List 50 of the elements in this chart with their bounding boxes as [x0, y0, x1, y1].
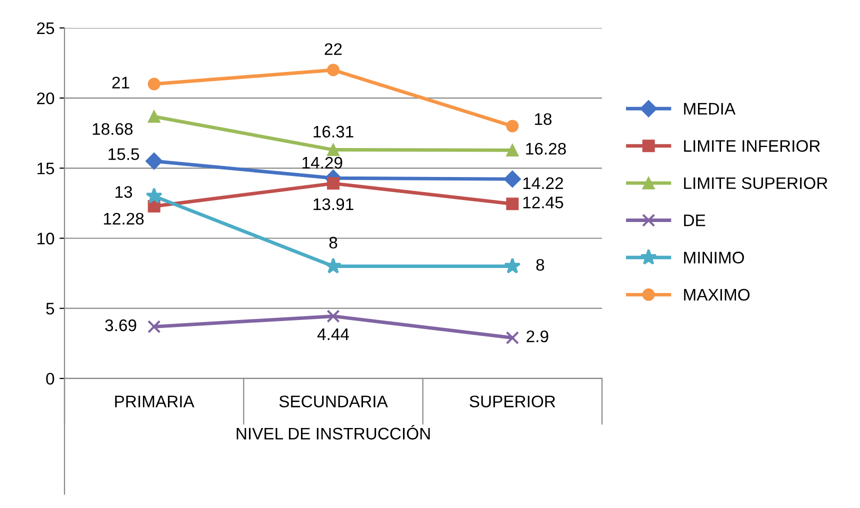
data-label: 16.28 [526, 142, 566, 155]
data-label: 13.91 [314, 198, 354, 210]
data-label: 2.9 [526, 330, 548, 342]
data-label: 12.45 [523, 196, 564, 208]
legend-label: LIMITE INFERIOR [684, 140, 820, 152]
point [327, 64, 340, 76]
x-tick-label: SECUNDARIA [279, 396, 388, 408]
data-label: 16.31 [314, 126, 354, 138]
point [326, 310, 340, 323]
point [506, 120, 519, 132]
data-label: 12.28 [104, 212, 144, 225]
data-label: 4.44 [317, 328, 349, 340]
point [506, 331, 520, 344]
y-tick-label: 10 [38, 232, 54, 244]
data-label: 14.29 [302, 156, 342, 169]
x-tick-label: PRIMARIA [115, 396, 194, 408]
x-tick-label: SUPERIOR [470, 396, 556, 408]
data-label: 14.22 [523, 177, 563, 189]
point [147, 320, 161, 334]
legend-label: MAXIMO [684, 288, 750, 301]
y-tick-label: 20 [37, 92, 54, 104]
data-label: 18.68 [92, 123, 133, 135]
legend-label: LIMITE SUPERIOR [684, 177, 828, 190]
data-label: 15.5 [108, 148, 140, 160]
point [506, 144, 519, 156]
point [148, 78, 160, 90]
data-label: 21 [112, 76, 130, 88]
point [506, 198, 519, 210]
y-tick-label: 25 [37, 22, 54, 34]
point [146, 188, 162, 204]
data-label: 8 [329, 236, 338, 249]
point [504, 258, 521, 274]
data-label: 18 [534, 113, 552, 126]
legend-label: MEDIA [684, 103, 736, 114]
legend-label: MINIMO [684, 252, 744, 264]
point [327, 177, 340, 190]
point [146, 152, 163, 170]
point [324, 258, 342, 274]
x-axis-title: NIVEL DE INSTRUCCIÓN [236, 424, 430, 440]
y-tick-label: 15 [38, 162, 54, 174]
data-label: 22 [324, 43, 342, 55]
point [504, 170, 521, 188]
point [148, 110, 160, 123]
data-label: 8 [536, 258, 544, 271]
point [327, 144, 340, 156]
data-label: 3.69 [105, 319, 136, 332]
data-label: 13 [116, 186, 132, 198]
y-tick-label: 5 [46, 302, 54, 315]
legend-label: DE [684, 214, 706, 226]
y-tick-label: 0 [46, 372, 54, 385]
